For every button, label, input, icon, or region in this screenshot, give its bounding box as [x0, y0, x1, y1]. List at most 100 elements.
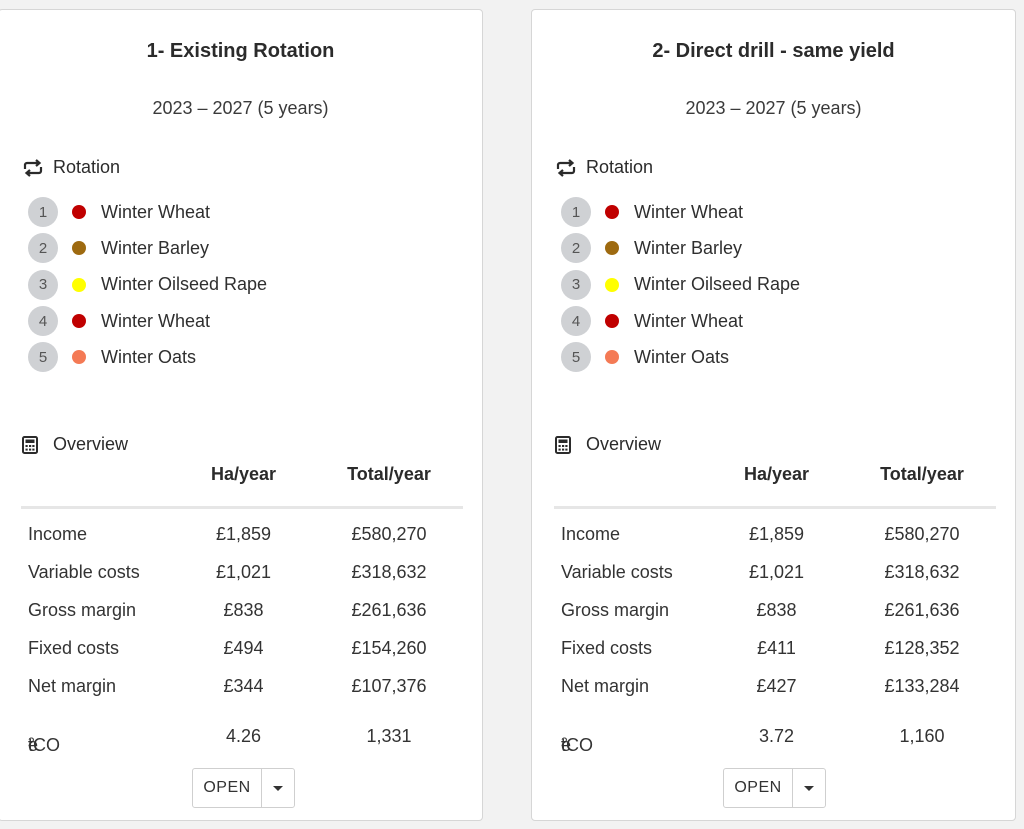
- overview-heading: Overview: [555, 434, 661, 455]
- rotation-item: 1 Winter Wheat: [561, 194, 800, 230]
- total-year-value: £580,270: [351, 524, 427, 544]
- rotation-item: 1 Winter Wheat: [28, 194, 267, 230]
- rotation-heading: Rotation: [555, 157, 653, 178]
- row-label: Variable costs: [28, 562, 140, 582]
- total-year-value: £318,632: [884, 562, 960, 582]
- crop-name: Winter Wheat: [634, 310, 744, 331]
- crop-color-dot: [72, 277, 86, 292]
- rotation-item: 4 Winter Wheat: [561, 303, 800, 339]
- open-button[interactable]: OPEN: [724, 769, 793, 807]
- scenario-card: 1- Existing Rotation 2023 – 2027 (5 year…: [0, 9, 483, 821]
- ha-year-value: £427: [756, 676, 797, 696]
- overview-table: Ha/year Total/year Income £1,859 £580,270 V…: [554, 456, 996, 755]
- ha-year-value: £344: [223, 676, 264, 696]
- scenario-card: 2- Direct drill - same yield 2023 – 2027…: [531, 9, 1016, 821]
- crop-color-dot: [605, 277, 619, 292]
- rotation-item: 2 Winter Barley: [28, 230, 267, 266]
- caret-down-icon: [804, 785, 814, 791]
- ha-year-value: £1,021: [748, 562, 805, 582]
- total-year-value: £133,284: [884, 676, 960, 696]
- overview-rows: Income £1,859 £580,270 Variable costs £1,021…: [21, 515, 463, 705]
- rotation-label: Rotation: [586, 157, 654, 177]
- rotation-item: 2 Winter Barley: [561, 230, 800, 266]
- open-button[interactable]: OPEN: [193, 769, 262, 807]
- row-label: Income: [561, 524, 621, 544]
- scenario-title: 2- Direct drill - same yield: [652, 40, 895, 62]
- open-dropdown-toggle[interactable]: [793, 769, 825, 807]
- ha-year-value: £1,859: [748, 524, 805, 544]
- open-button-group: OPEN: [723, 768, 826, 808]
- row-label: Gross margin: [28, 600, 137, 620]
- rotation-step-number: 5: [561, 342, 591, 373]
- co2-row: tCO 2 e 3.72 1,160: [554, 717, 996, 755]
- total-year-value: £261,636: [351, 600, 427, 620]
- co2-row: tCO 2 e 4.26 1,331: [21, 717, 463, 755]
- co2-total-value: 1,331: [366, 726, 412, 746]
- ha-year-value: £411: [757, 638, 796, 658]
- crop-color-dot: [72, 241, 86, 256]
- rotation-step-number: 5: [28, 342, 58, 373]
- total-year-value: £318,632: [351, 562, 427, 582]
- row-label: Net margin: [561, 676, 650, 696]
- total-year-value: £261,636: [884, 600, 960, 620]
- rotation-step-number: 4: [28, 306, 58, 337]
- overview-label: Overview: [53, 434, 129, 454]
- rotation-label: Rotation: [53, 157, 121, 177]
- rotation-list: 1 Winter Wheat 2 Winter Barley 3 Winter Oilse…: [28, 194, 267, 375]
- total-year-value: £107,376: [351, 676, 427, 696]
- rotation-step-number: 2: [561, 233, 591, 264]
- calculator-icon: [555, 435, 577, 454]
- crop-name: Winter Oats: [634, 346, 730, 367]
- overview-header-row: Ha/year Total/year: [554, 456, 996, 509]
- overview-row: Income £1,859 £580,270: [554, 515, 996, 553]
- co2-total-value: 1,160: [899, 726, 945, 746]
- overview-row: Variable costs £1,021 £318,632: [21, 553, 463, 591]
- scenario-period: 2023 – 2027 (5 years): [685, 98, 862, 118]
- crop-name: Winter Barley: [101, 237, 210, 258]
- rotation-step-number: 4: [561, 306, 591, 337]
- overview-row: Fixed costs £411 £128,352: [554, 629, 996, 667]
- open-dropdown-toggle[interactable]: [262, 769, 294, 807]
- overview-row: Variable costs £1,021 £318,632: [554, 553, 996, 591]
- row-label: Income: [28, 524, 88, 544]
- crop-color-dot: [72, 350, 86, 365]
- crop-name: Winter Wheat: [634, 201, 744, 222]
- overview-row: Gross margin £838 £261,636: [554, 591, 996, 629]
- overview-table: Ha/year Total/year Income £1,859 £580,270 V…: [21, 456, 463, 755]
- column-header-ha-year: Ha/year: [743, 464, 810, 484]
- caret-down-icon: [273, 785, 283, 791]
- overview-heading: Overview: [22, 434, 128, 455]
- rotation-list: 1 Winter Wheat 2 Winter Barley 3 Winter Oilse…: [561, 194, 800, 375]
- overview-rows: Income £1,859 £580,270 Variable costs £1,021…: [554, 515, 996, 705]
- overview-row: Fixed costs £494 £154,260: [21, 629, 463, 667]
- crop-color-dot: [605, 350, 619, 365]
- overview-row: Net margin £344 £107,376: [21, 667, 463, 705]
- crop-name: Winter Barley: [634, 237, 743, 258]
- rotation-step-number: 3: [561, 269, 591, 300]
- rotation-step-number: 1: [28, 197, 58, 228]
- crop-color-dot: [72, 205, 86, 220]
- crop-color-dot: [605, 314, 619, 329]
- crop-name: Winter Wheat: [101, 201, 211, 222]
- row-label: Gross margin: [561, 600, 670, 620]
- ha-year-value: £1,021: [215, 562, 272, 582]
- overview-label: Overview: [586, 434, 662, 454]
- ha-year-value: £494: [223, 638, 264, 658]
- repeat-icon: [555, 158, 577, 177]
- crop-name: Winter Oilseed Rape: [634, 274, 801, 295]
- co2-ha-value: 4.26: [225, 726, 262, 746]
- crop-color-dot: [72, 314, 86, 329]
- rotation-step-number: 1: [561, 197, 591, 228]
- rotation-step-number: 3: [28, 269, 58, 300]
- column-header-total-year: Total/year: [880, 464, 964, 484]
- row-label: Variable costs: [561, 562, 673, 582]
- scenario-title: 1- Existing Rotation: [146, 40, 335, 62]
- total-year-value: £128,352: [884, 638, 960, 658]
- rotation-item: 3 Winter Oilseed Rape: [561, 267, 800, 303]
- column-header-total-year: Total/year: [347, 464, 431, 484]
- rotation-item: 5 Winter Oats: [28, 339, 267, 375]
- row-label: Fixed costs: [28, 638, 120, 658]
- crop-name: Winter Oilseed Rape: [101, 274, 268, 295]
- crop-color-dot: [605, 241, 619, 256]
- ha-year-value: £1,859: [215, 524, 272, 544]
